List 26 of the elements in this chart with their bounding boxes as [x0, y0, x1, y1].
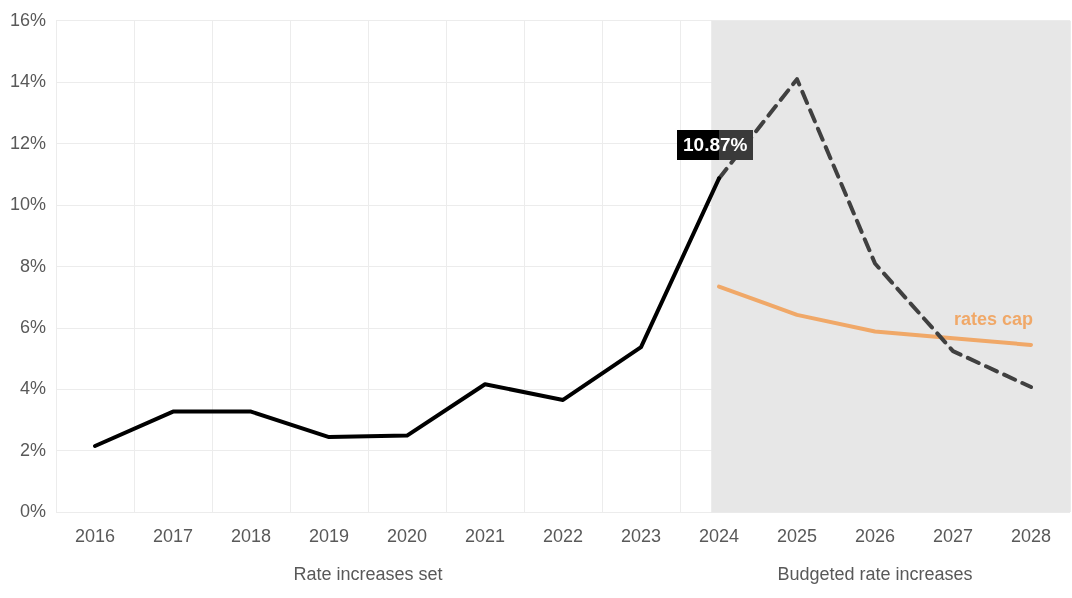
y-tick-label: 4%	[20, 378, 47, 399]
x-tick-label: 2025	[776, 526, 818, 547]
callout-box: 10.87%	[677, 130, 754, 161]
x-tick-label: 2022	[542, 526, 584, 547]
y-tick-label: 10%	[10, 194, 47, 215]
x-tick-label: 2024	[698, 526, 740, 547]
series-label: rates cap	[953, 308, 1033, 329]
y-tick-label: 6%	[20, 317, 47, 338]
x-tick-label: 2019	[309, 526, 350, 547]
x-tick-label: 2028	[1010, 526, 1052, 547]
y-tick-label: 16%	[10, 9, 47, 30]
text: Rate increases set	[293, 564, 443, 585]
y-tick-label: 8%	[20, 255, 47, 276]
y-tick-label: 12%	[10, 132, 47, 153]
x-tick-label: 2020	[386, 526, 428, 547]
x-tick-label: 2016	[75, 526, 116, 547]
y-tick-label: 0%	[20, 501, 47, 522]
text: Budgeted rate increases	[777, 564, 973, 585]
x-tick-label: 2018	[231, 526, 272, 547]
x-tick-label: 2017	[153, 526, 194, 547]
x-tick-label: 2023	[620, 526, 662, 547]
x-tick-label: 2021	[464, 526, 506, 547]
y-tick-label: 14%	[10, 71, 47, 92]
x-tick-label: 2026	[854, 526, 896, 547]
x-tick-label: 2027	[932, 526, 974, 547]
y-tick-label: 2%	[20, 439, 47, 460]
